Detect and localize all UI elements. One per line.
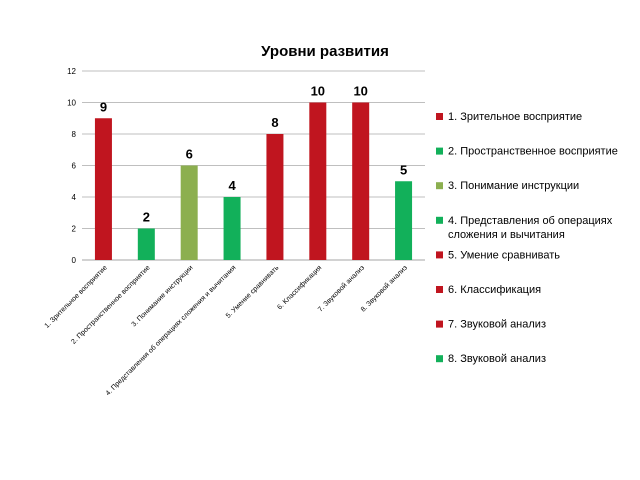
data-labels: 9 2 6 4 8 10 10 5 (100, 84, 407, 225)
bar (180, 165, 198, 260)
legend-swatch (436, 251, 443, 259)
legend-label: 2. Пространственное восприятие (448, 146, 618, 158)
bar (223, 197, 241, 260)
x-tick-label: 6. Классификация (276, 264, 323, 311)
data-label: 2 (143, 210, 150, 225)
y-tick-label: 10 (67, 99, 76, 108)
legend-swatch (436, 216, 443, 224)
legend-swatch (436, 147, 443, 155)
bar (352, 102, 370, 260)
data-label: 8 (271, 115, 278, 130)
bar (309, 102, 327, 260)
y-axis: 0 2 4 6 8 10 12 (67, 67, 76, 265)
legend-swatch (436, 182, 443, 190)
y-tick-label: 0 (72, 256, 77, 265)
bar (266, 134, 284, 260)
legend-label: 1. Зрительное восприятие (448, 111, 582, 123)
bar (137, 228, 155, 260)
y-tick-label: 12 (67, 67, 76, 76)
legend-swatch (436, 320, 443, 328)
data-label: 10 (311, 84, 325, 99)
data-label: 10 (353, 84, 367, 99)
data-label: 6 (186, 147, 193, 162)
y-tick-label: 6 (72, 162, 77, 171)
grid-lines (82, 70, 425, 261)
y-tick-label: 2 (72, 225, 77, 234)
bar (395, 181, 413, 260)
x-tick-label: 7. Звуковой анализ (316, 264, 366, 314)
x-tick-label: 2. Пространственное восприятие (70, 264, 151, 345)
legend-label: 3. Понимание инструкции (448, 180, 579, 192)
x-tick-label: 8. Звуковой анализ (359, 264, 409, 314)
bar (94, 118, 112, 260)
y-tick-label: 8 (72, 130, 77, 139)
legend-swatch (436, 355, 443, 363)
legend-swatch (436, 286, 443, 293)
data-label: 5 (400, 162, 407, 177)
legend-label: 6. Классификация (448, 284, 541, 296)
legend-label: 4. Представления об операциях сложения и … (448, 215, 613, 241)
data-label: 9 (100, 99, 107, 114)
legend-swatch (436, 113, 443, 120)
legend-label: 7. Звуковой анализ (448, 319, 546, 331)
chart-title: Уровни развития (261, 43, 389, 60)
data-label: 4 (228, 178, 236, 193)
legend-label: 5. Умение сравнивать (448, 249, 560, 261)
y-tick-label: 4 (72, 193, 77, 202)
bars (94, 102, 413, 260)
legend-label: 8. Звуковой анализ (448, 353, 546, 365)
legend: 1. Зрительное восприятие 2. Пространствен… (436, 111, 618, 365)
